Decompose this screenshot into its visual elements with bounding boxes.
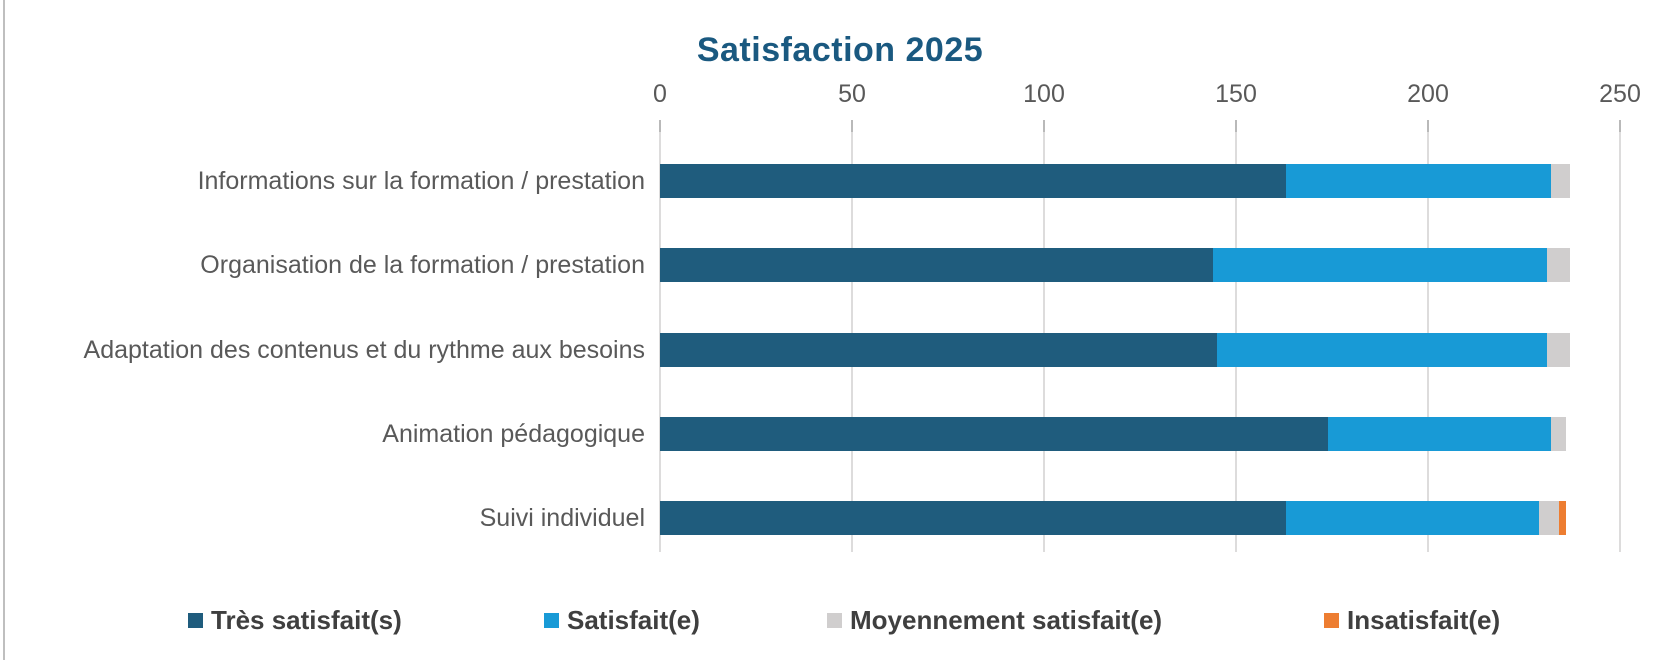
bar-segment-moyennement-satisfait-e [1547, 332, 1571, 367]
legend-swatch-icon [1324, 613, 1339, 628]
bar-segment-tr-s-satisfait-s [660, 417, 1329, 452]
stacked-bar-row [660, 417, 1567, 452]
category-label: Organisation de la formation / prestatio… [200, 251, 645, 280]
x-axis-tick-mark [659, 120, 661, 132]
x-axis-tick-mark [1043, 120, 1045, 132]
bar-segment-moyennement-satisfait-e [1550, 417, 1567, 452]
stacked-bar-row [660, 164, 1571, 199]
bar-segment-moyennement-satisfait-e [1550, 164, 1571, 199]
category-label: Informations sur la formation / prestati… [197, 167, 645, 196]
chart-title: Satisfaction 2025 [696, 30, 984, 69]
x-axis-tick-label: 200 [1407, 80, 1449, 108]
x-axis-tick-label: 50 [838, 80, 866, 108]
legend-swatch-icon [827, 613, 842, 628]
legend-item: Satisfait(e) [544, 605, 700, 636]
bar-segment-satisfait-e [1285, 164, 1551, 199]
x-axis-tick-label: 0 [653, 80, 667, 108]
x-axis-tick-mark [1427, 120, 1429, 132]
legend-label: Insatisfait(e) [1347, 605, 1501, 635]
stacked-bar-row [660, 248, 1571, 283]
x-axis-tick-label: 100 [1023, 80, 1065, 108]
legend-item: Très satisfait(s) [188, 605, 402, 636]
x-axis-tick-mark [851, 120, 853, 132]
x-axis-tick-mark [1235, 120, 1237, 132]
category-label: Suivi individuel [479, 504, 645, 533]
category-label: Adaptation des contenus et du rythme aux… [83, 335, 645, 364]
legend-item: Insatisfait(e) [1324, 605, 1500, 636]
bar-segment-tr-s-satisfait-s [660, 501, 1286, 536]
bar-segment-insatisfait-e [1558, 501, 1567, 536]
image-left-border [3, 0, 5, 660]
legend-item: Moyennement satisfait(e) [827, 605, 1162, 636]
x-axis-tick-label: 150 [1215, 80, 1257, 108]
x-axis-tick-label: 250 [1599, 80, 1641, 108]
legend-label: Satisfait(e) [567, 605, 700, 635]
bar-segment-moyennement-satisfait-e [1547, 248, 1571, 283]
stacked-bar-row [660, 332, 1571, 367]
legend-swatch-icon [188, 613, 203, 628]
bar-segment-satisfait-e [1328, 417, 1551, 452]
gridline [1619, 132, 1621, 552]
x-axis-tick-mark [1619, 120, 1621, 132]
bar-segment-moyennement-satisfait-e [1539, 501, 1559, 536]
category-label: Animation pédagogique [382, 420, 645, 449]
legend-label: Très satisfait(s) [211, 605, 402, 635]
legend-label: Moyennement satisfait(e) [850, 605, 1163, 635]
bar-segment-tr-s-satisfait-s [660, 332, 1217, 367]
bar-segment-tr-s-satisfait-s [660, 248, 1213, 283]
bar-segment-satisfait-e [1212, 248, 1548, 283]
bar-segment-satisfait-e [1285, 501, 1540, 536]
bar-segment-tr-s-satisfait-s [660, 164, 1286, 199]
bar-segment-satisfait-e [1216, 332, 1548, 367]
stacked-bar-row [660, 501, 1567, 536]
legend-swatch-icon [544, 613, 559, 628]
